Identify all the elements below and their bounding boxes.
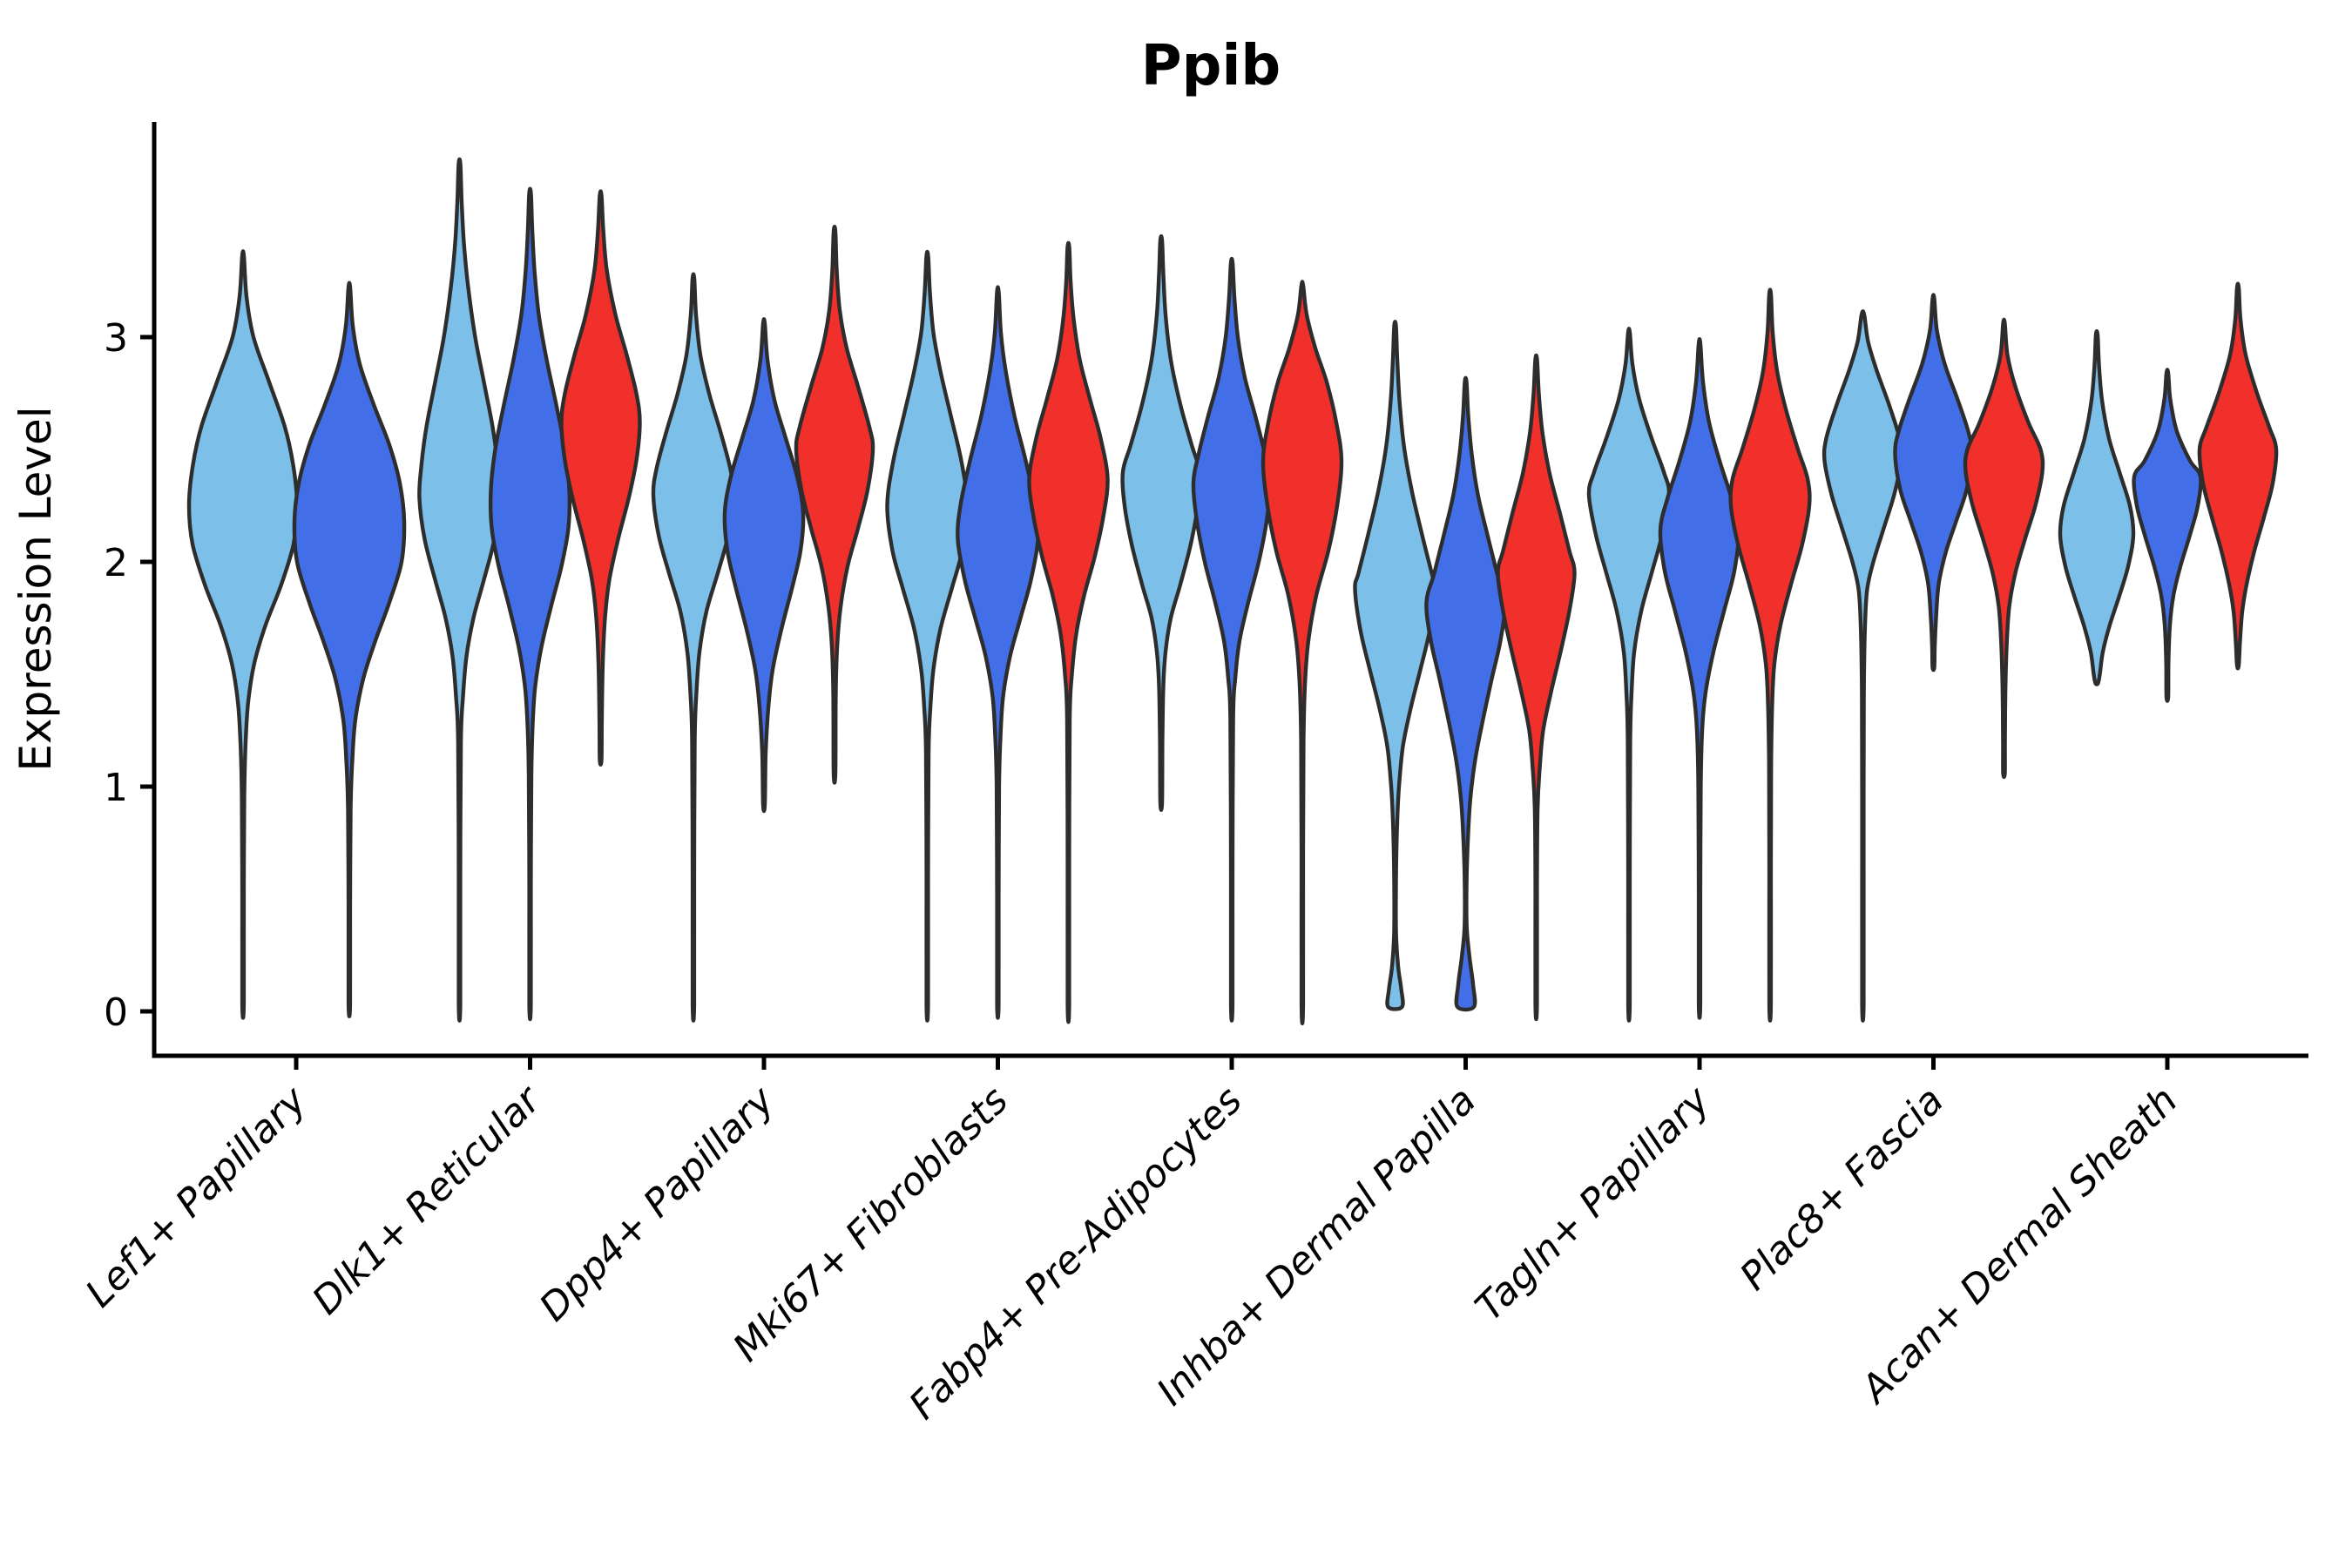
- violin-tagln-papillary-s3: [1728, 287, 1812, 1023]
- violin-inhba-dermal-papilla-s3: [1496, 353, 1577, 1022]
- violin-acan-dermal-sheath-s1: [2058, 329, 2136, 686]
- violin-fabp4-pre-adipocytes-s3: [1260, 280, 1344, 1026]
- violin-acan-dermal-sheath-s3: [2197, 281, 2279, 671]
- y-tick-label: 1: [104, 766, 128, 810]
- y-tick-label: 0: [104, 990, 128, 1035]
- violin-dlk1-reticular-s3: [559, 189, 642, 767]
- violin-group: [186, 157, 2279, 1026]
- violin-dlk1-reticular-s1: [417, 157, 502, 1023]
- y-tick-label: 2: [104, 541, 128, 585]
- violin-mki67-fibroblasts-s3: [1027, 240, 1110, 1024]
- chart-title: Ppib: [1141, 34, 1281, 98]
- violin-dpp4-papillary-s3: [794, 225, 875, 785]
- violin-fabp4-pre-adipocytes-s1: [1120, 234, 1202, 813]
- y-axis-label: Expression Level: [10, 406, 61, 771]
- violin-lef1-papillary-s2: [292, 280, 407, 1018]
- y-tick-label: 3: [104, 316, 128, 361]
- violin-mki67-fibroblasts-s1: [885, 249, 970, 1023]
- violin-plac8-fascia-s3: [1963, 317, 2045, 780]
- y-ticks-group: 0 1 2 3: [104, 316, 154, 1035]
